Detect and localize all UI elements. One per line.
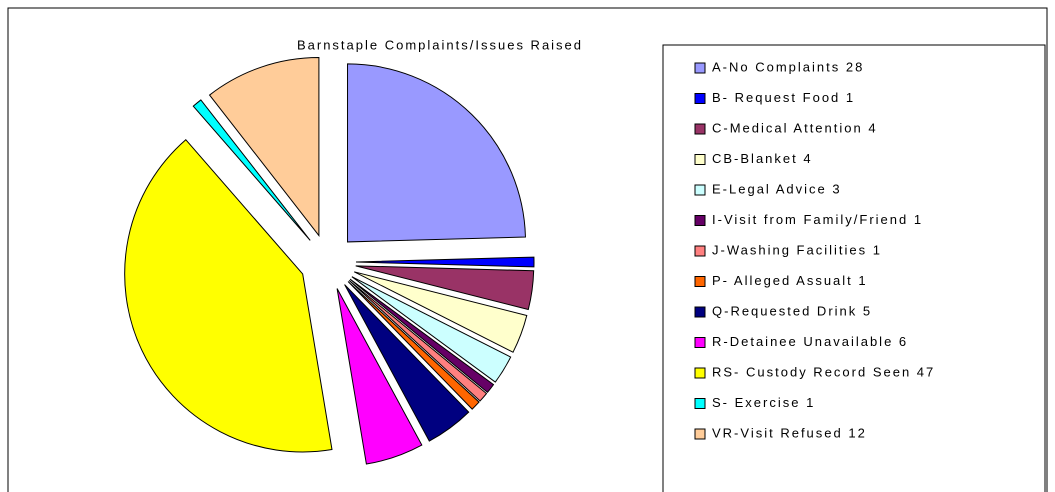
legend-label: RS- Custody Record Seen 47 bbox=[712, 364, 935, 379]
legend-label: R-Detainee Unavailable 6 bbox=[712, 334, 908, 349]
legend-box bbox=[662, 44, 1046, 492]
legend-swatch bbox=[694, 215, 706, 226]
legend-label: VR-Visit Refused 12 bbox=[712, 425, 867, 440]
legend-swatch bbox=[694, 306, 706, 318]
legend-label: J-Washing Facilities 1 bbox=[712, 242, 882, 257]
legend-swatch bbox=[694, 93, 706, 104]
legend-label: C-Medical Attention 4 bbox=[712, 120, 878, 135]
pie-slice bbox=[208, 57, 320, 237]
legend-label: A-No Complaints 28 bbox=[712, 59, 864, 74]
pie-slice bbox=[344, 284, 470, 442]
pie-slice bbox=[347, 63, 526, 243]
chart-title: Barnstaple Complaints/Issues Raised bbox=[297, 37, 583, 52]
pie-slice bbox=[347, 281, 480, 410]
legend-label: P- Alleged Assualt 1 bbox=[712, 273, 868, 288]
pie-slice bbox=[124, 139, 333, 453]
pie-slice bbox=[192, 99, 311, 241]
pie-slice bbox=[355, 265, 535, 311]
legend-label: E-Legal Advice 3 bbox=[712, 181, 842, 196]
legend-swatch bbox=[694, 337, 706, 348]
legend-swatch bbox=[694, 62, 706, 74]
legend-label: I-Visit from Family/Friend 1 bbox=[712, 212, 923, 227]
legend-swatch bbox=[694, 428, 706, 440]
pie-slice bbox=[348, 280, 488, 402]
legend-label: CB-Blanket 4 bbox=[712, 151, 813, 166]
legend-swatch bbox=[694, 184, 706, 196]
legend-swatch bbox=[694, 123, 706, 135]
pie-slice bbox=[353, 271, 528, 353]
pie-slice bbox=[349, 278, 495, 394]
legend-swatch bbox=[694, 245, 706, 257]
pie-slice bbox=[355, 256, 535, 268]
legend-swatch bbox=[694, 154, 706, 165]
legend-swatch bbox=[694, 276, 706, 287]
legend-label: B- Request Food 1 bbox=[712, 90, 855, 105]
legend-label: Q-Requested Drink 5 bbox=[712, 303, 872, 318]
legend-swatch bbox=[694, 367, 706, 379]
pie-slice bbox=[336, 288, 423, 465]
legend-swatch bbox=[694, 398, 706, 409]
legend-label: S- Exercise 1 bbox=[712, 395, 815, 410]
pie-slice bbox=[351, 276, 512, 383]
